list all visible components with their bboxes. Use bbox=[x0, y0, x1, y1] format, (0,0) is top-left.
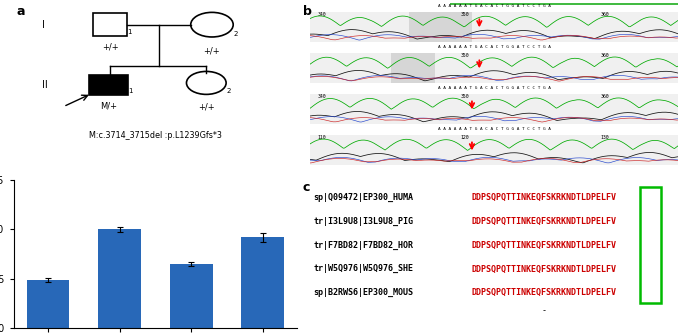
Text: A A A A A A T G A C A C T G G A T C C T G A: A A A A A A T G A C A C T G G A T C C T … bbox=[438, 127, 551, 131]
Text: DDPSQPQTTINKEQFSKRKNDTLDPELFV: DDPSQPQTTINKEQFSKRKNDTLDPELFV bbox=[472, 241, 617, 250]
Text: I: I bbox=[42, 20, 45, 30]
Text: 1: 1 bbox=[128, 88, 133, 94]
Text: DDPSQPQTTINKEQFSKRKNDTLDPELFV: DDPSQPQTTINKEQFSKRKNDTLDPELFV bbox=[472, 193, 617, 202]
Text: 2: 2 bbox=[233, 31, 238, 37]
Text: 340: 340 bbox=[317, 93, 326, 98]
Circle shape bbox=[190, 12, 233, 37]
Text: tr|I3L9U8|I3L9U8_PIG: tr|I3L9U8|I3L9U8_PIG bbox=[314, 217, 414, 226]
Text: 2: 2 bbox=[226, 87, 230, 93]
Bar bbox=[310, 135, 678, 165]
Bar bbox=[89, 75, 128, 95]
Text: 350: 350 bbox=[460, 93, 469, 98]
Bar bbox=[310, 53, 678, 83]
Text: A A A A A A T G A C A C T G G A T C C T G A: A A A A A A T G A C A C T G G A T C C T … bbox=[438, 45, 551, 49]
Text: sp|B2RWS6|EP300_MOUS: sp|B2RWS6|EP300_MOUS bbox=[314, 288, 414, 297]
Circle shape bbox=[186, 71, 226, 94]
Bar bbox=[241, 237, 284, 328]
Bar bbox=[450, 0, 678, 5]
Text: DDPSQPQTTINKEQFSKRKNDTLDPELFV: DDPSQPQTTINKEQFSKRKNDTLDPELFV bbox=[472, 288, 617, 297]
Text: 350: 350 bbox=[460, 11, 469, 16]
Bar bbox=[640, 187, 661, 303]
Text: II: II bbox=[42, 80, 48, 90]
Text: 130: 130 bbox=[600, 135, 609, 140]
Bar bbox=[27, 280, 69, 328]
Bar bbox=[310, 93, 678, 124]
Text: +/+: +/+ bbox=[198, 103, 214, 112]
Text: tr|F7BD82|F7BD82_HOR: tr|F7BD82|F7BD82_HOR bbox=[314, 241, 414, 250]
Text: 360: 360 bbox=[600, 11, 609, 16]
Text: tr|W5Q976|W5Q976_SHE: tr|W5Q976|W5Q976_SHE bbox=[314, 264, 414, 273]
Text: 120: 120 bbox=[460, 135, 469, 140]
Text: 1: 1 bbox=[127, 28, 132, 35]
Text: b: b bbox=[303, 5, 312, 18]
Bar bbox=[170, 264, 212, 328]
Text: 360: 360 bbox=[600, 93, 609, 98]
Text: +/+: +/+ bbox=[101, 43, 119, 52]
Bar bbox=[410, 11, 472, 42]
Text: 350: 350 bbox=[460, 53, 469, 58]
Text: DDPSQPQTTINKEQFSKRKNDTLDPELFV: DDPSQPQTTINKEQFSKRKNDTLDPELFV bbox=[472, 264, 617, 273]
Text: sp|Q09472|EP300_HUMA: sp|Q09472|EP300_HUMA bbox=[314, 193, 414, 202]
Text: M/+: M/+ bbox=[100, 102, 117, 111]
Text: A A A A A A T G A C A C T G G A T C C T G A: A A A A A A T G A C A C T G G A T C C T … bbox=[438, 4, 551, 8]
Text: +/+: +/+ bbox=[203, 47, 221, 56]
Text: -: - bbox=[542, 306, 547, 315]
Text: 360: 360 bbox=[600, 53, 609, 58]
Text: c: c bbox=[303, 181, 310, 194]
Text: M:c.3714_3715del :p.L1239Gfs*3: M:c.3714_3715del :p.L1239Gfs*3 bbox=[89, 131, 222, 140]
Text: DDPSQPQTTINKEQFSKRKNDTLDPELFV: DDPSQPQTTINKEQFSKRKNDTLDPELFV bbox=[472, 217, 617, 226]
Bar bbox=[391, 53, 435, 83]
Text: A A A A A A T G A C A C T G G A T C C T G A: A A A A A A T G A C A C T G G A T C C T … bbox=[438, 86, 551, 90]
Bar bbox=[93, 13, 127, 36]
Text: 110: 110 bbox=[317, 135, 326, 140]
Bar bbox=[98, 229, 141, 328]
Text: a: a bbox=[16, 5, 25, 18]
Bar bbox=[310, 11, 678, 42]
Text: 340: 340 bbox=[317, 11, 326, 16]
